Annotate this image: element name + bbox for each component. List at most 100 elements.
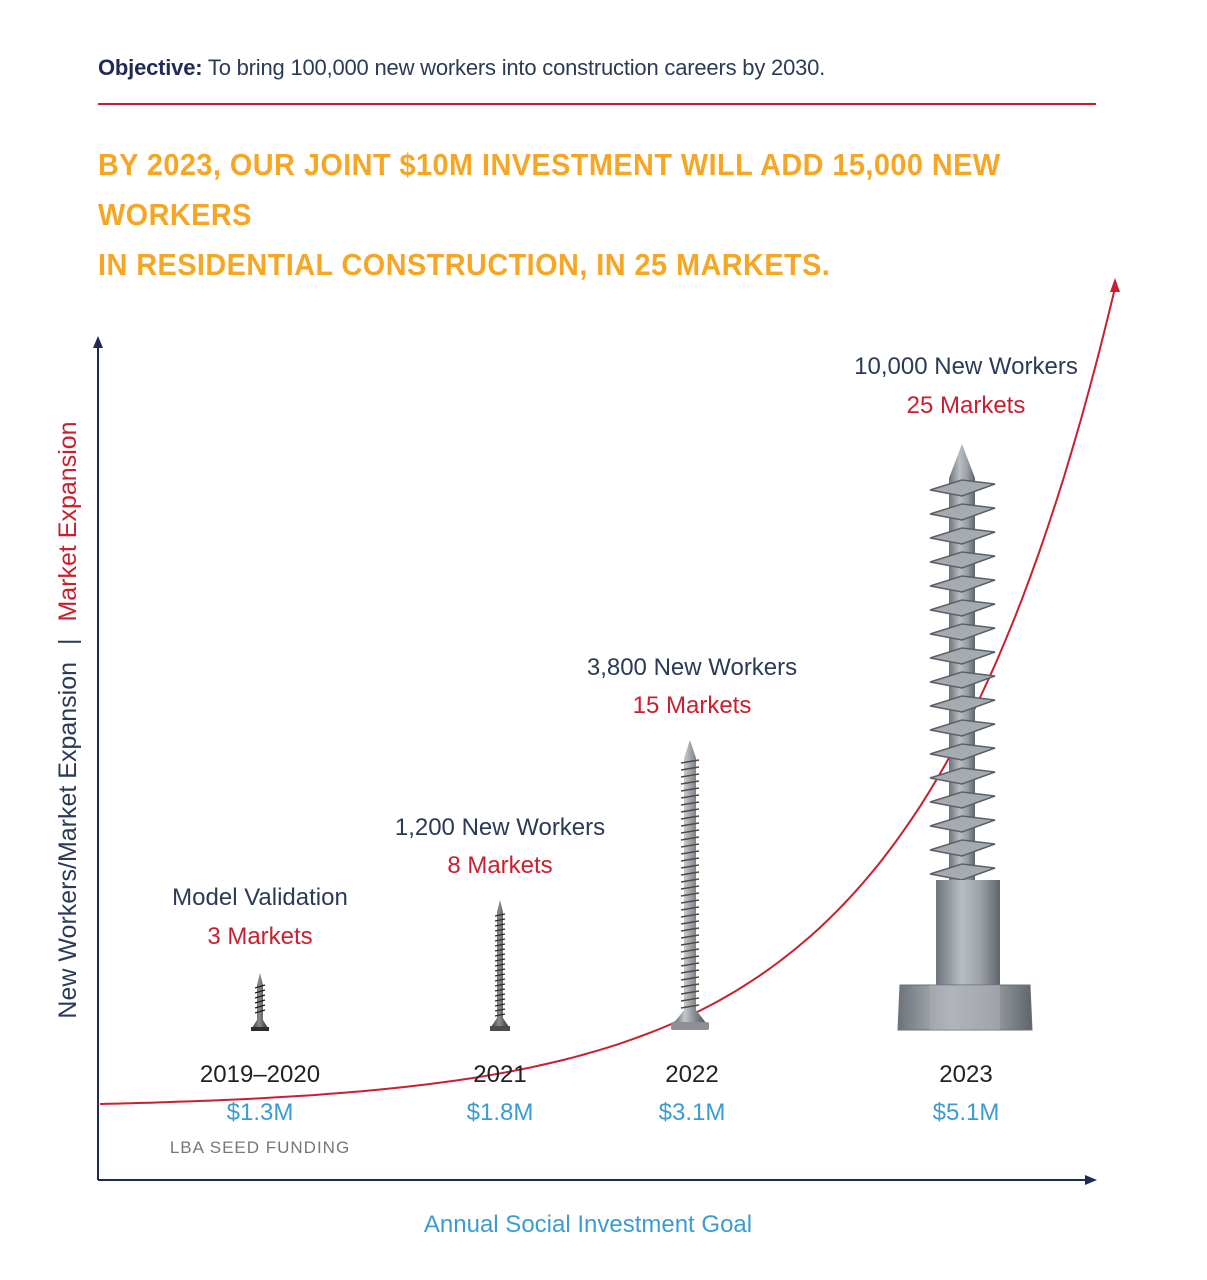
investment-label-2: $3.1M bbox=[659, 1099, 726, 1126]
screw-thread bbox=[680, 934, 700, 939]
headline: By 2023, our joint $10M investment will … bbox=[98, 140, 1047, 290]
screw-thread bbox=[494, 928, 506, 932]
screw-thread bbox=[494, 918, 506, 922]
bolt-thread bbox=[929, 743, 996, 761]
screw-thread bbox=[494, 998, 506, 1002]
bolt-thread bbox=[929, 527, 996, 545]
growth-curve bbox=[99, 278, 1120, 1105]
screw-thread bbox=[680, 997, 700, 1002]
objective-line: Objective: To bring 100,000 new workers … bbox=[98, 55, 825, 81]
screw-thread bbox=[494, 963, 506, 967]
bolt-thread bbox=[929, 623, 996, 641]
screw-thread bbox=[680, 801, 700, 806]
y-axis-label-separator: | bbox=[54, 639, 82, 646]
bolt-thread bbox=[929, 503, 996, 521]
y-axis bbox=[93, 336, 103, 1180]
screw-thread bbox=[680, 864, 700, 869]
screw-thread bbox=[494, 948, 506, 952]
bolt-thread bbox=[929, 575, 996, 593]
screw-thread bbox=[680, 969, 700, 974]
annotation-workers-1: 1,200 New Workers bbox=[395, 814, 605, 841]
bolt-thread bbox=[929, 647, 996, 665]
screw-thread bbox=[680, 843, 700, 848]
annotation-markets-0: 3 Markets bbox=[207, 923, 312, 950]
screw-thread bbox=[680, 780, 700, 785]
annotation-markets-2: 15 Markets bbox=[633, 692, 752, 719]
screw-thread bbox=[680, 920, 700, 925]
screw-thread bbox=[680, 990, 700, 995]
screw-thread bbox=[494, 1013, 506, 1017]
bolt-thread bbox=[929, 551, 996, 569]
screw-thread bbox=[680, 976, 700, 981]
x-tick-label-1: 2021 bbox=[473, 1061, 526, 1088]
screw-thread bbox=[494, 953, 506, 957]
wood-screw-icon bbox=[671, 740, 709, 1030]
screw-thread bbox=[680, 983, 700, 988]
screw-thread bbox=[680, 787, 700, 792]
screw-thread bbox=[680, 941, 700, 946]
annotation-workers-0: Model Validation bbox=[172, 884, 348, 911]
screw-thread bbox=[494, 958, 506, 962]
screw-thread bbox=[680, 927, 700, 932]
y-axis-label-part1: New Workers/Market Expansion bbox=[54, 662, 82, 1019]
screw-thread bbox=[494, 988, 506, 992]
objective-text: To bring 100,000 new workers into constr… bbox=[207, 55, 826, 80]
bolt-thread bbox=[929, 599, 996, 617]
screw-thread bbox=[680, 808, 700, 813]
screw-thread bbox=[680, 822, 700, 827]
headline-line-2: in residential construction, in 25 marke… bbox=[98, 247, 831, 282]
y-axis-label-part2: Market Expansion bbox=[54, 421, 82, 621]
screw-thread bbox=[680, 857, 700, 862]
screw-thread bbox=[680, 850, 700, 855]
screw-thread bbox=[680, 899, 700, 904]
screw-thread bbox=[680, 829, 700, 834]
screw-thread bbox=[680, 892, 700, 897]
investment-label-3: $5.1M bbox=[933, 1099, 1000, 1126]
screw-thread bbox=[680, 815, 700, 820]
bolt-thread bbox=[929, 863, 996, 881]
screw-thread bbox=[494, 993, 506, 997]
screw-thread bbox=[494, 933, 506, 937]
screw-thread bbox=[494, 983, 506, 987]
divider-rule bbox=[98, 103, 1096, 105]
seed-funding-note: LBA SEED FUNDING bbox=[170, 1138, 350, 1157]
annotation-workers-2: 3,800 New Workers bbox=[587, 654, 797, 681]
bolt-thread bbox=[929, 671, 996, 689]
screw-thread bbox=[494, 968, 506, 972]
screw-thread bbox=[680, 773, 700, 778]
bolt-thread bbox=[929, 479, 996, 497]
screw-thread bbox=[680, 871, 700, 876]
small-screw-icon bbox=[251, 973, 269, 1031]
x-tick-label-0: 2019–2020 bbox=[200, 1061, 320, 1088]
bolt-thread bbox=[929, 839, 996, 857]
y-axis-label: New Workers/Market Expansion | Market Ex… bbox=[54, 421, 82, 1018]
objective-label: Objective: bbox=[98, 55, 203, 80]
bolt-thread bbox=[929, 767, 996, 785]
screw-thread bbox=[680, 948, 700, 953]
screw-thread bbox=[680, 766, 700, 771]
investment-label-0: $1.3M bbox=[227, 1099, 294, 1126]
screw-thread bbox=[680, 955, 700, 960]
screw-thread bbox=[494, 1003, 506, 1007]
screw-thread bbox=[680, 885, 700, 890]
annotation-markets-1: 8 Markets bbox=[447, 852, 552, 879]
x-axis bbox=[98, 1175, 1097, 1185]
screw-thread bbox=[680, 794, 700, 799]
screw-thread bbox=[680, 962, 700, 967]
investment-label-1: $1.8M bbox=[467, 1099, 534, 1126]
x-tick-label-3: 2023 bbox=[939, 1061, 992, 1088]
screw-thread bbox=[680, 913, 700, 918]
screw-thread bbox=[494, 923, 506, 927]
screw-thread bbox=[680, 759, 700, 764]
bolt-thread bbox=[929, 791, 996, 809]
x-tick-label-2: 2022 bbox=[665, 1061, 718, 1088]
screw-thread bbox=[680, 878, 700, 883]
screw-thread bbox=[680, 906, 700, 911]
lag-bolt-icon bbox=[897, 444, 1033, 1031]
bolt-thread bbox=[929, 695, 996, 713]
x-axis-label: Annual Social Investment Goal bbox=[424, 1211, 752, 1238]
annotation-markets-3: 25 Markets bbox=[907, 392, 1026, 419]
screw-thread bbox=[494, 938, 506, 942]
screw-thread bbox=[494, 943, 506, 947]
